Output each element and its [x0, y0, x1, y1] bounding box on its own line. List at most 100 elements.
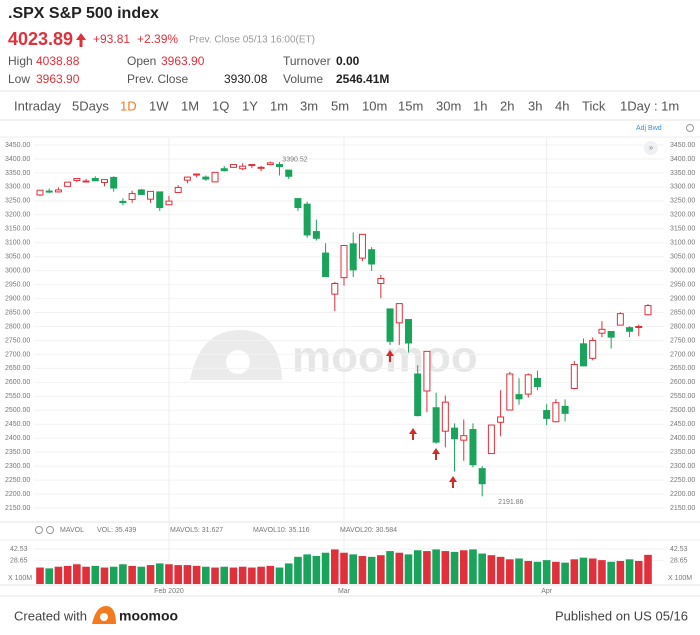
- volume-bar: [349, 554, 358, 584]
- adjust-label[interactable]: Adj Bwd: [636, 125, 662, 132]
- volume-bar: [496, 556, 505, 584]
- tab[interactable]: 1Q: [212, 98, 229, 113]
- candle-body: [451, 427, 459, 440]
- volume-bar: [266, 565, 275, 584]
- signal-arrows: [386, 350, 457, 488]
- tab[interactable]: Tick: [582, 98, 606, 113]
- volume-bar: [73, 564, 81, 584]
- candle-body: [441, 401, 449, 432]
- y-tick-label: 3150.00: [5, 226, 30, 233]
- tab[interactable]: 30m: [436, 98, 461, 113]
- tab[interactable]: 10m: [362, 98, 387, 113]
- y-tick-label: 2850.00: [670, 309, 695, 316]
- volume-bar: [367, 556, 376, 584]
- candle-body: [294, 198, 302, 209]
- volume-bar: [450, 551, 459, 584]
- candle-body: [147, 190, 155, 200]
- tab[interactable]: 3m: [300, 98, 318, 113]
- y-tick-label: 3050.00: [670, 254, 695, 261]
- tab[interactable]: 1h: [473, 98, 487, 113]
- volume-bar: [616, 560, 625, 584]
- footer-published: Published on US 05/16: [555, 608, 688, 623]
- candle-body: [183, 176, 191, 181]
- y-tick-label: 2600.00: [5, 379, 30, 386]
- tab[interactable]: 1D: [120, 98, 137, 113]
- candle-body: [515, 394, 523, 400]
- y-tick-label: 2600.00: [670, 379, 695, 386]
- volume-bar: [634, 560, 643, 584]
- tab[interactable]: 1m: [270, 98, 288, 113]
- y-tick-label: 3100.00: [5, 240, 30, 247]
- y-tick-label: 2750.00: [670, 337, 695, 344]
- y-tick-label: 2850.00: [5, 309, 30, 316]
- settings-icon[interactable]: [686, 124, 694, 132]
- tab[interactable]: 1W: [149, 98, 169, 113]
- candle-body: [82, 180, 90, 183]
- volume-bar: [432, 549, 440, 584]
- candle-body: [303, 203, 311, 236]
- candle-body: [54, 189, 62, 193]
- y-tick-label: 2700.00: [670, 351, 695, 358]
- change: +93.81: [93, 32, 130, 46]
- candle-body: [524, 374, 532, 395]
- candle-body: [644, 305, 652, 316]
- y-tick-label: 2800.00: [5, 323, 30, 330]
- tab[interactable]: 1M: [181, 98, 199, 113]
- tab[interactable]: 15m: [398, 98, 423, 113]
- stats: High 4038.88 Open 3963.90 Turnover 0.00 Low 396…: [8, 54, 389, 86]
- y-tick-label: 2400.00: [670, 435, 695, 442]
- volume-bar: [303, 554, 311, 584]
- tab[interactable]: 1Day : 1m: [620, 98, 679, 113]
- volume-bar: [211, 567, 219, 584]
- volume-indicator: MAVOL5: 31.627: [170, 527, 223, 534]
- volume-bar: [284, 563, 293, 584]
- candle-body: [312, 231, 320, 239]
- candle-body: [414, 373, 422, 417]
- y-tick-label: 2400.00: [5, 435, 30, 442]
- tab[interactable]: 3h: [528, 98, 542, 113]
- y-tick-label: 3350.00: [670, 170, 695, 177]
- volume-bar: [533, 561, 542, 584]
- candle-body: [100, 179, 108, 183]
- volume-bar: [257, 566, 265, 584]
- candle-body: [248, 164, 256, 167]
- tab[interactable]: 2h: [500, 98, 514, 113]
- volume-bar: [220, 566, 229, 584]
- tab[interactable]: 1Y: [242, 98, 258, 113]
- candle-body: [469, 429, 477, 466]
- stat-value: 3963.90: [36, 72, 80, 86]
- volume-bar: [54, 566, 63, 584]
- volume-bar: [100, 567, 109, 584]
- volume-bar: [413, 550, 422, 584]
- y-tick-label: 2550.00: [670, 393, 695, 400]
- volume-bar: [294, 556, 302, 584]
- y-tick-label: 2450.00: [670, 421, 695, 428]
- volume-bar: [386, 551, 394, 584]
- y-tick-label: 42.53: [10, 546, 28, 553]
- y-tick-label: 2650.00: [670, 365, 695, 372]
- unit-label: X 100M: [8, 575, 32, 582]
- volume-bar: [570, 559, 579, 584]
- candle-body: [220, 168, 228, 172]
- tab[interactable]: Intraday: [14, 98, 61, 113]
- footer-logo: [92, 606, 116, 624]
- tab[interactable]: 4h: [555, 98, 569, 113]
- y-tick-label: 2250.00: [670, 477, 695, 484]
- tab[interactable]: 5m: [331, 98, 349, 113]
- candle-body: [128, 193, 136, 200]
- stat-label: Open: [127, 54, 156, 68]
- footer-created: Created with: [14, 608, 87, 623]
- candle-body: [377, 277, 385, 284]
- y-tick-label: 2250.00: [5, 477, 30, 484]
- stat-value: 0.00: [336, 54, 360, 68]
- candle-body: [368, 249, 376, 265]
- tab[interactable]: 5Days: [72, 98, 109, 113]
- y-tick-label: 2300.00: [5, 463, 30, 470]
- candle-body: [395, 303, 403, 324]
- y-tick-label: 3450.00: [5, 142, 30, 149]
- price: 4023.89: [8, 29, 73, 49]
- candle-body: [276, 164, 284, 168]
- candle-body: [506, 373, 514, 411]
- volume-bar: [192, 565, 201, 584]
